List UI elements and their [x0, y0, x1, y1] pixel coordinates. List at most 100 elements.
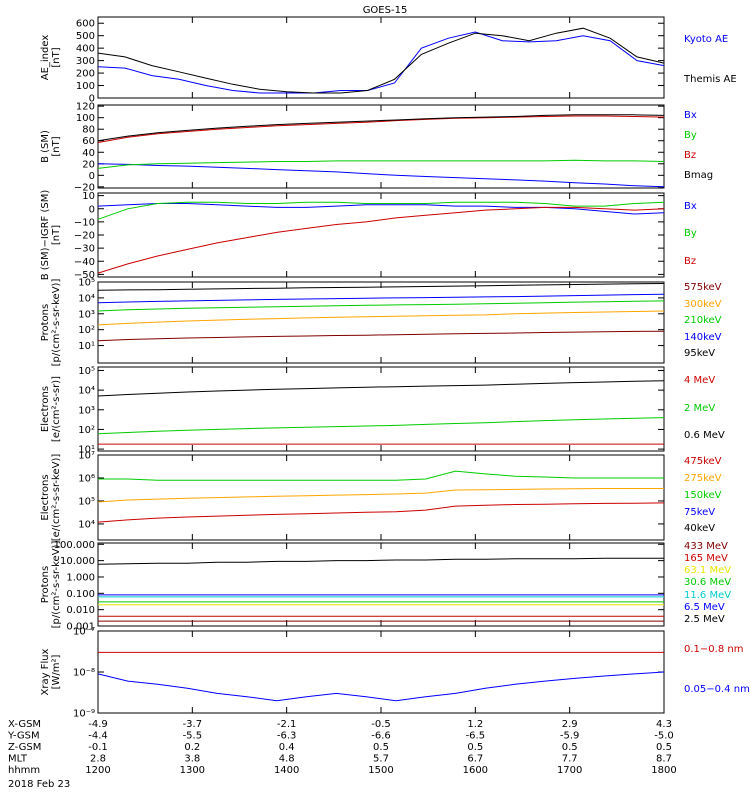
axis-row-value: 1600 — [463, 765, 488, 776]
legend-140kev: 140keV — [684, 332, 722, 343]
y-axis-label: [e/(cm²-s-sr)] — [51, 376, 62, 442]
legend-275kev: 275keV — [684, 473, 722, 484]
panel-7: 0.001 0.010 0.100 1.000 10.000 100.000 Protons… — [40, 540, 731, 633]
axis-row-value: 4.8 — [279, 754, 295, 765]
legend-0-6-mev: 0.6 MeV — [684, 430, 725, 441]
axis-row-value: 2.8 — [90, 754, 106, 765]
series-line-300kev — [97, 310, 665, 326]
y-tick-label: 80 — [82, 125, 95, 136]
axis-row-value: 0.4 — [279, 742, 295, 753]
axis-row-label-y-gsm: Y-GSM — [7, 731, 40, 742]
axis-row-value: -6.3 — [277, 731, 297, 742]
legend-bz: Bz — [684, 150, 696, 161]
axis-row-value: 1800 — [651, 765, 676, 776]
legend-165-mev: 165 MeV — [684, 553, 728, 564]
y-axis-label: Electrons — [40, 386, 51, 432]
axis-row-value: -5.5 — [183, 731, 203, 742]
y-tick-label: 10⁻⁹ — [73, 709, 95, 720]
y-tick-label: 10¹ — [78, 445, 95, 456]
time-axis-rows: X-GSM -4.9 -3.7 -2.1 -0.5 1.2 2.9 4.3Y-GSM -4.4-… — [7, 719, 677, 776]
y-tick-label: 100 — [76, 113, 95, 124]
legend-bmag: Bmag — [684, 170, 713, 181]
y-tick-label: 600 — [76, 19, 95, 30]
y-tick-label: 60 — [82, 136, 95, 147]
series-line-575kev — [97, 330, 665, 342]
series-line-themis-ae — [97, 27, 665, 94]
panel-5: 10¹ 10² 10³ 10⁴ 10⁵ Electrons [e/(cm²-s-sr)] 4 … — [40, 366, 725, 456]
y-tick-label: 10⁷ — [78, 451, 95, 462]
y-tick-label: 10¹ — [78, 341, 95, 352]
axis-row-value: 8.7 — [656, 754, 672, 765]
axis-row-value: 7.7 — [562, 754, 578, 765]
axis-row-value: 0.2 — [184, 742, 200, 753]
axis-row-value: -0.5 — [371, 719, 391, 730]
legend-bx: Bx — [684, 201, 697, 212]
legend-by: By — [684, 130, 697, 141]
y-tick-label: 400 — [76, 44, 95, 55]
series-line-150kev — [98, 470, 664, 481]
y-axis-label: B (SM)−IGRF (SM) — [40, 190, 51, 281]
axis-row-value: -5.9 — [560, 731, 580, 742]
y-tick-label: 10⁴ — [78, 293, 95, 304]
panel-3: −50 −40 −30 −20 −10 0 10 B (SM)−IGRF (SM) [nT] Bx… — [40, 190, 697, 281]
y-tick-label: −40 — [74, 257, 95, 268]
series-line-95kev — [97, 283, 665, 291]
series-line-210kev — [97, 300, 665, 312]
y-tick-label: 10⁵ — [78, 496, 95, 507]
y-tick-label: 300 — [76, 56, 95, 67]
y-tick-label: 0.010 — [66, 605, 95, 616]
y-tick-label: −10 — [74, 217, 95, 228]
y-axis-label: [nT] — [51, 136, 62, 156]
legend-bz: Bz — [684, 256, 696, 267]
axis-row-value: 1.2 — [467, 719, 483, 730]
axis-row-value: -0.1 — [88, 742, 108, 753]
y-tick-label: 10⁵ — [78, 278, 95, 289]
axis-row-value: -4.4 — [88, 731, 108, 742]
axis-row-value: 0.5 — [467, 742, 483, 753]
y-axis-label: [nT] — [51, 47, 62, 67]
y-tick-label: 0 — [89, 94, 95, 105]
series-line-bx — [97, 203, 665, 215]
legend-by: By — [684, 228, 697, 239]
legend-4-mev: 4 MeV — [684, 375, 715, 386]
series-line-bmag — [97, 114, 665, 142]
y-tick-label: 0 — [89, 204, 95, 215]
panel-frame — [97, 104, 665, 189]
date-label: 2018 Feb 23 — [8, 779, 70, 790]
legend-63-1-mev: 63.1 MeV — [684, 565, 731, 576]
legend-2-mev: 2 MeV — [684, 403, 715, 414]
panel-8: 10⁻⁹ 10⁻⁸ 10⁻⁷ Xray Flux [W/m²] 0.1−0.8 nm 0.0… — [40, 627, 750, 720]
y-tick-label: 120 — [76, 102, 95, 113]
axis-row-value: -2.1 — [277, 719, 297, 730]
axis-row-value: 0.5 — [562, 742, 578, 753]
chart-title: GOES-15 — [363, 5, 408, 16]
panel-frame — [97, 630, 665, 714]
legend-210kev: 210keV — [684, 315, 722, 326]
series-line-275kev — [97, 488, 664, 503]
series-line-by — [97, 159, 665, 169]
y-tick-label: 40 — [82, 148, 95, 159]
y-tick-label: 10 — [82, 191, 95, 202]
y-tick-label: 10⁴ — [78, 386, 95, 397]
axis-row-value: 1300 — [180, 765, 205, 776]
y-tick-label: 200 — [76, 69, 95, 80]
y-tick-label: 10⁻⁸ — [73, 668, 95, 679]
axis-row-value: 1700 — [557, 765, 582, 776]
panel-frame — [97, 366, 665, 452]
series-line-bx — [97, 163, 665, 188]
y-tick-label: −20 — [74, 182, 95, 193]
axis-row-value: -5.0 — [654, 731, 674, 742]
y-axis-label: [W/m²] — [51, 654, 62, 689]
legend-0-1-0-8-nm: 0.1−0.8 nm — [684, 644, 743, 655]
panel-4: 10¹ 10² 10³ 10⁴ 10⁵ Protons [p/(cm²-s-sr-keV)]… — [40, 278, 722, 367]
y-tick-label: 0.001 — [66, 622, 95, 633]
y-axis-label: Xray Flux — [40, 648, 51, 695]
y-tick-label: 10⁴ — [78, 519, 95, 530]
y-tick-label: 10³ — [78, 405, 95, 416]
axis-row-label-hhmm: hhmm — [8, 765, 40, 776]
y-tick-label: 10.000 — [60, 556, 95, 567]
legend-themis-ae: Themis AE — [683, 74, 737, 85]
axis-row-label-mlt: MLT — [8, 754, 28, 765]
